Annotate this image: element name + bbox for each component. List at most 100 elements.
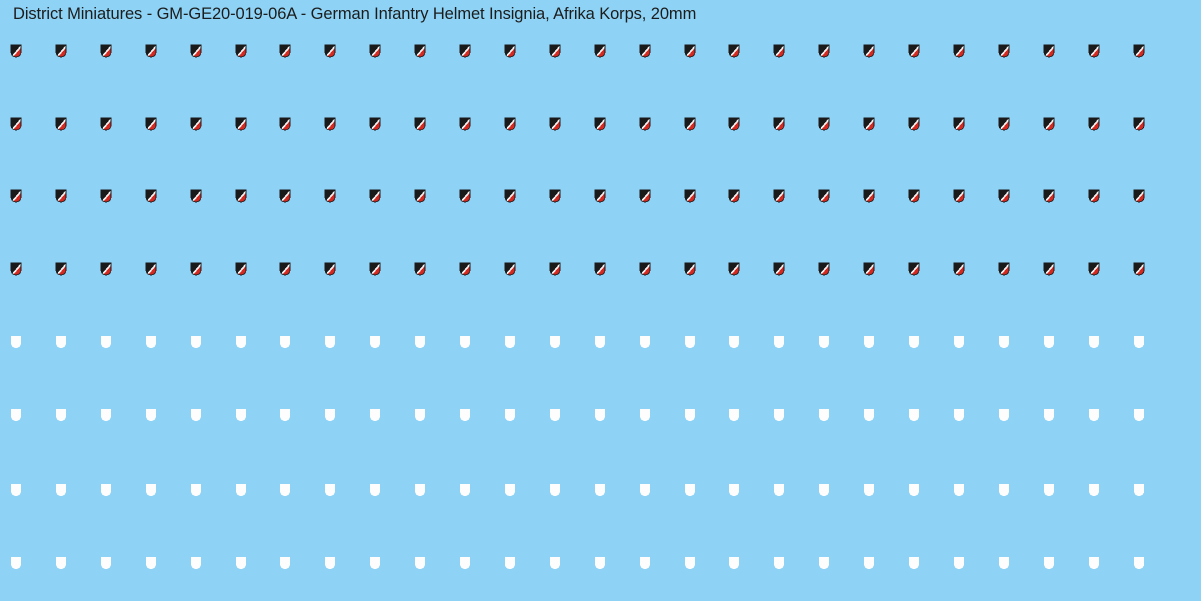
white-shield-decal [460,557,471,570]
white-shield-decal [729,484,740,497]
german-tricolor-shield-decal [998,189,1010,203]
white-shield-decal [325,484,336,497]
german-tricolor-shield-decal [324,117,336,131]
german-tricolor-shield-decal [953,262,965,276]
white-shield-decal [549,336,560,349]
white-shield-decal [370,409,381,422]
german-tricolor-shield-decal [594,44,606,58]
german-tricolor-shield-decal [414,262,426,276]
german-tricolor-shield-decal [324,44,336,58]
german-tricolor-shield-decal [190,44,201,58]
white-shield-decal [774,336,785,349]
german-tricolor-shield-decal [55,262,67,276]
white-shield-decal [370,336,381,349]
white-shield-decal [55,484,66,497]
white-shield-decal [460,336,471,349]
white-shield-decal [729,557,740,570]
german-tricolor-shield-decal [863,117,875,131]
german-tricolor-shield-decal [639,44,650,58]
german-tricolor-shield-decal [235,189,246,203]
white-shield-decal [1133,484,1144,497]
german-tricolor-shield-decal [684,262,695,276]
german-tricolor-shield-decal [324,262,336,276]
white-shield-decal [639,557,650,570]
german-tricolor-shield-decal [773,44,785,58]
german-tricolor-shield-decal [55,189,67,203]
german-tricolor-shield-decal [10,189,22,203]
white-shield-decal [460,409,471,422]
white-shield-decal [325,336,336,349]
white-shield-decal [415,336,426,349]
german-tricolor-shield-decal [459,189,471,203]
german-tricolor-shield-decal [863,189,875,203]
white-shield-decal [100,409,111,422]
german-tricolor-shield-decal [459,44,471,58]
white-shield-decal [684,336,695,349]
german-tricolor-shield-decal [594,262,606,276]
white-shield-decal [1133,409,1144,422]
german-tricolor-shield-decal [998,262,1010,276]
white-shield-decal [415,557,426,570]
german-tricolor-shield-decal [100,117,112,131]
white-shield-decal [504,557,515,570]
white-shield-decal [953,409,964,422]
white-shield-decal [864,484,875,497]
german-tricolor-shield-decal [369,262,381,276]
white-shield-decal [11,557,22,570]
german-tricolor-shield-decal [908,189,920,203]
german-tricolor-shield-decal [549,262,561,276]
white-shield-decal [370,484,381,497]
german-tricolor-shield-decal [953,117,965,131]
german-tricolor-shield-decal [369,117,381,131]
white-shield-decal [684,557,695,570]
page-title: District Miniatures - GM-GE20-019-06A - … [13,5,697,23]
white-shield-decal [415,409,426,422]
german-tricolor-shield-decal [10,117,22,131]
white-shield-decal [998,557,1009,570]
white-shield-decal [280,557,291,570]
german-tricolor-shield-decal [55,44,67,58]
white-shield-decal [1088,336,1099,349]
white-shield-decal [953,557,964,570]
white-shield-decal [639,484,650,497]
white-shield-decal [909,409,920,422]
white-shield-decal [909,484,920,497]
german-tricolor-shield-decal [10,262,22,276]
german-tricolor-shield-decal [1133,44,1144,58]
german-tricolor-shield-decal [235,44,246,58]
german-tricolor-shield-decal [279,117,291,131]
german-tricolor-shield-decal [190,117,201,131]
german-tricolor-shield-decal [279,44,291,58]
white-shield-decal [729,409,740,422]
white-shield-decal [415,484,426,497]
white-shield-decal [1043,409,1054,422]
white-shield-decal [1133,557,1144,570]
white-shield-decal [953,336,964,349]
white-shield-decal [1088,557,1099,570]
white-shield-decal [998,336,1009,349]
german-tricolor-shield-decal [369,189,381,203]
german-tricolor-shield-decal [190,262,201,276]
white-shield-decal [864,336,875,349]
white-shield-decal [145,409,156,422]
german-tricolor-shield-decal [414,189,426,203]
german-tricolor-shield-decal [684,189,695,203]
german-tricolor-shield-decal [1133,262,1144,276]
german-tricolor-shield-decal [863,44,875,58]
german-tricolor-shield-decal [235,117,246,131]
german-tricolor-shield-decal [279,189,291,203]
white-shield-decal [774,484,785,497]
german-tricolor-shield-decal [1088,44,1099,58]
german-tricolor-shield-decal [504,44,516,58]
white-shield-decal [819,409,830,422]
white-shield-decal [639,336,650,349]
german-tricolor-shield-decal [504,117,516,131]
german-tricolor-shield-decal [998,117,1010,131]
white-shield-decal [1133,336,1144,349]
white-shield-decal [55,409,66,422]
german-tricolor-shield-decal [684,44,695,58]
german-tricolor-shield-decal [279,262,291,276]
german-tricolor-shield-decal [908,262,920,276]
german-tricolor-shield-decal [1088,189,1099,203]
german-tricolor-shield-decal [10,44,22,58]
